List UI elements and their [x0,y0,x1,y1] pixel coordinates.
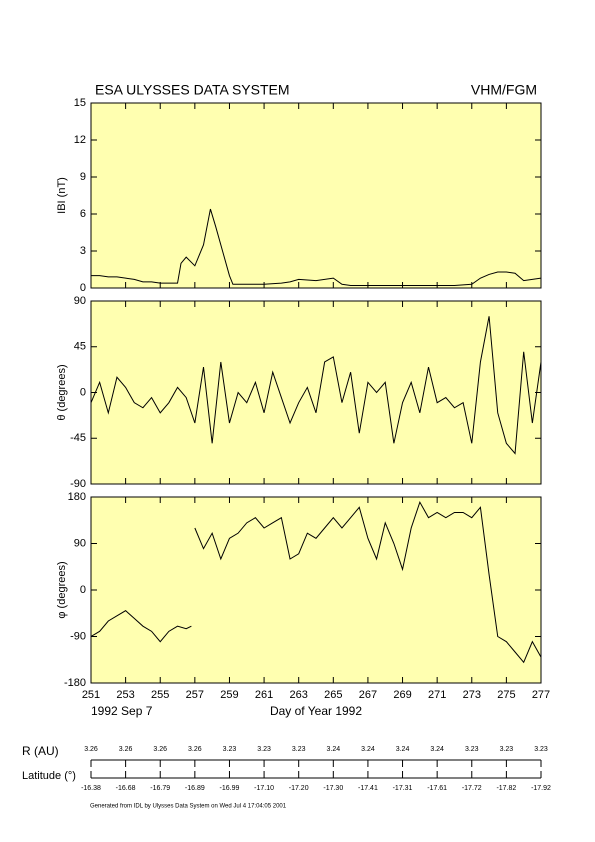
r-value: 3.24 [430,746,444,753]
footer: Generated from IDL by Ulysses Data Syste… [90,804,287,810]
latitude-value: -17.61 [427,785,447,792]
x-tick-label: 259 [220,689,238,701]
x-tick-label: 271 [428,689,446,701]
y-tick-label: 9 [80,171,86,183]
latitude-value: -16.38 [81,785,101,792]
y-tick-label: 0 [80,386,86,398]
r-value: 3.26 [119,746,133,753]
y-tick-label: 15 [74,97,86,109]
latitude-value: -17.31 [393,785,413,792]
latitude-value: -17.30 [323,785,343,792]
r-value: 3.23 [534,746,548,753]
x-tick-label: 265 [324,689,342,701]
y-tick-label: 45 [74,341,86,353]
y-axis-label: θ (degrees) [56,364,68,420]
latitude-value: -17.10 [254,785,274,792]
plot-frame [90,102,542,289]
x-tick-label: 267 [359,689,377,701]
plot-area [91,301,541,484]
x-tick-label: 275 [497,689,515,701]
latitude-value: -17.41 [358,785,378,792]
x-tick-label: 255 [151,689,169,701]
y-tick-label: 6 [80,208,86,220]
latitude-value: -17.72 [462,785,482,792]
latitude-value: -16.89 [185,785,205,792]
r-value: 3.23 [257,746,271,753]
plot-area [91,497,541,683]
y-tick-label: 90 [74,537,86,549]
x-tick-label: 257 [186,689,204,701]
y-tick-label: -90 [70,630,86,642]
start-date: 1992 Sep 7 [91,704,153,718]
y-tick-label: 0 [80,282,86,294]
y-tick-label: 3 [80,245,86,257]
r-value: 3.23 [500,746,514,753]
x-tick-label: 269 [393,689,411,701]
plot-frame [90,496,542,684]
x-tick-label: 277 [532,689,550,701]
data-line [91,208,542,287]
r-label: R (AU) [22,744,59,758]
latitude-value: -16.68 [116,785,136,792]
x-tick-label: 253 [116,689,134,701]
r-value: 3.23 [292,746,306,753]
latitude-value: -17.82 [496,785,516,792]
y-tick-label: 90 [74,295,86,307]
data-line [90,316,542,455]
y-tick-label: -45 [70,432,86,444]
latitude-label: Latitude (°) [22,770,76,782]
y-tick-label: 12 [74,134,86,146]
plot-area [91,103,541,288]
header-title: ESA ULYSSES DATA SYSTEM [95,82,290,98]
latitude-value: -16.79 [150,785,170,792]
r-value: 3.26 [153,746,167,753]
y-axis-label: IBI (nT) [56,177,68,214]
x-axis-label: Day of Year 1992 [270,704,362,718]
latitude-value: -17.92 [531,785,551,792]
instrument: VHM/FGM [471,82,537,98]
data-line [90,500,542,664]
y-tick-label: -90 [70,478,86,490]
y-axis-label: φ (degrees) [56,561,68,618]
x-tick-label: 273 [463,689,481,701]
y-tick-label: -180 [64,677,86,689]
r-value: 3.24 [396,746,410,753]
y-tick-label: 180 [68,491,86,503]
y-tick-label: 0 [80,584,86,596]
plot-frame [90,300,542,485]
latitude-value: -16.99 [220,785,240,792]
r-value: 3.26 [84,746,98,753]
x-tick-label: 251 [82,689,100,701]
latitude-value: -17.20 [289,785,309,792]
x-tick-label: 261 [255,689,273,701]
r-value: 3.23 [223,746,237,753]
r-value: 3.24 [326,746,340,753]
r-value: 3.26 [188,746,202,753]
x-tick-label: 263 [290,689,308,701]
r-value: 3.23 [465,746,479,753]
r-value: 3.24 [361,746,375,753]
